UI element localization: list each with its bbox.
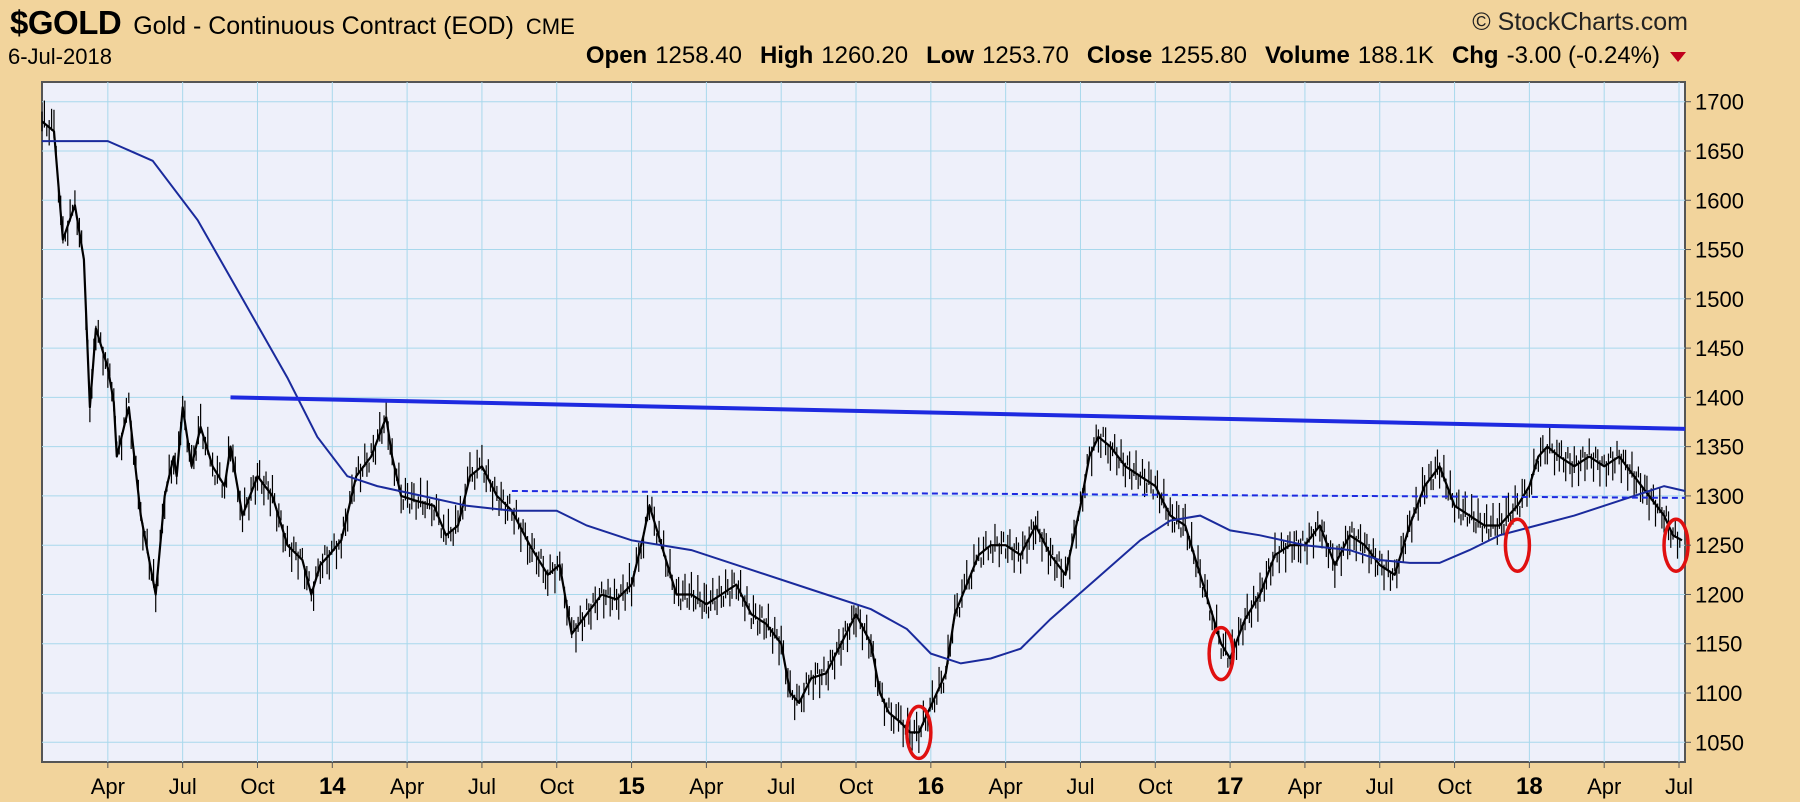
close-label: Close <box>1086 42 1153 69</box>
x-tick-label: Apr <box>1288 774 1322 799</box>
low-marker-circle <box>1207 625 1235 682</box>
x-tick-label: Oct <box>540 774 574 799</box>
change-label: Chg <box>1451 42 1499 69</box>
y-tick-label: 1600 <box>1695 188 1744 213</box>
y-tick-label: 1550 <box>1695 238 1744 263</box>
date-axis: Apr Jul Oct 14 Apr Jul Oct 15 Apr Jul Oct 16 Apr Jul O… <box>91 762 1693 800</box>
high-label: High <box>759 42 814 69</box>
exchange: CME <box>525 14 575 39</box>
y-tick-label: 1500 <box>1695 287 1744 312</box>
x-tick-label: Jul <box>468 774 496 799</box>
open-value: 1258.40 <box>655 42 742 69</box>
y-tick-label: 1400 <box>1695 385 1744 410</box>
x-tick-label: Jul <box>169 774 197 799</box>
price-axis: 1700 1650 1600 1550 1500 1450 1400 1350 1300 1250… <box>1685 90 1744 755</box>
resistance-trendline <box>230 395 1686 431</box>
x-tick-label: Oct <box>240 774 274 799</box>
volume-label: Volume <box>1264 42 1350 69</box>
y-tick-label: 1200 <box>1695 582 1744 607</box>
x-tick-label: Jul <box>1665 774 1693 799</box>
y-tick-label: 1450 <box>1695 336 1744 361</box>
y-tick-label: 1150 <box>1695 632 1742 657</box>
y-tick-label: 1250 <box>1695 533 1744 558</box>
x-tick-label: Apr <box>1587 774 1621 799</box>
change-value: -3.00 (-0.24%) <box>1506 42 1660 69</box>
series-layer <box>41 100 1690 761</box>
x-tick-label: 14 <box>319 773 346 800</box>
x-tick-label: Oct <box>839 774 873 799</box>
y-tick-label: 1100 <box>1695 681 1742 706</box>
high-value: 1260.20 <box>821 42 909 69</box>
low-marker-circle <box>1503 517 1532 573</box>
x-tick-label: 15 <box>618 773 645 800</box>
title-row: $GOLD Gold - Continuous Contract (EOD) C… <box>10 4 575 44</box>
y-tick-label: 1050 <box>1695 730 1744 755</box>
symbol: $GOLD <box>10 4 122 41</box>
x-tick-label: Jul <box>1066 774 1094 799</box>
x-tick-label: Apr <box>989 774 1023 799</box>
y-tick-label: 1350 <box>1695 435 1744 460</box>
low-marker-circle <box>905 704 933 761</box>
moving-average-line <box>42 140 1686 665</box>
x-tick-label: 18 <box>1516 773 1543 800</box>
volume-value: 188.1K <box>1357 42 1434 69</box>
x-tick-label: Apr <box>390 774 424 799</box>
x-tick-label: 16 <box>917 773 944 800</box>
quote-date: 6-Jul-2018 <box>8 44 112 69</box>
low-label: Low <box>926 42 975 69</box>
x-tick-label: Oct <box>1138 774 1172 799</box>
low-value: 1253.70 <box>982 42 1069 69</box>
y-tick-label: 1300 <box>1695 484 1744 509</box>
x-tick-label: Apr <box>689 774 723 799</box>
open-label: Open <box>585 42 648 69</box>
x-tick-label: 17 <box>1217 773 1244 800</box>
x-tick-label: Oct <box>1437 774 1471 799</box>
y-tick-label: 1650 <box>1695 139 1744 164</box>
copyright: © StockCharts.com <box>1472 8 1688 36</box>
contract-name: Gold - Continuous Contract (EOD) <box>133 12 514 40</box>
x-tick-label: Jul <box>1366 774 1394 799</box>
close-value: 1255.80 <box>1160 42 1247 69</box>
y-tick-label: 1700 <box>1695 90 1744 115</box>
x-tick-label: Jul <box>767 774 795 799</box>
grid-lines <box>42 82 1685 762</box>
x-tick-label: Apr <box>91 774 125 799</box>
price-bars <box>41 100 1681 753</box>
down-arrow-icon <box>1670 52 1686 62</box>
ohlc-summary: Open 1258.40 High 1260.20 Low 1253.70 Cl… <box>586 42 1660 70</box>
dashed-support-line <box>511 490 1686 499</box>
